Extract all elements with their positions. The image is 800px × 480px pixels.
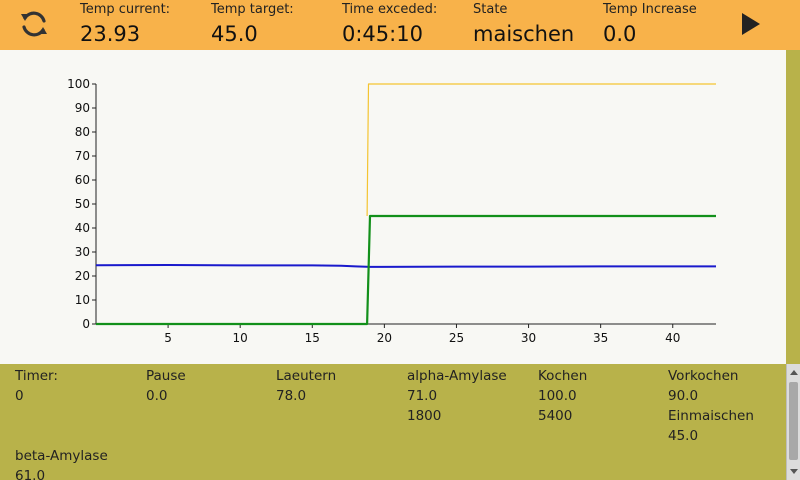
temp-current-group: Temp current: 23.93 [80, 2, 170, 49]
step-name: Laeutern [276, 368, 337, 384]
x-tick-label: 20 [377, 331, 392, 345]
step-duration: 5400 [538, 408, 573, 424]
y-tick-label: 100 [67, 77, 90, 91]
step-beta-amylase[interactable]: beta-Amylase 61.0 [15, 446, 108, 480]
step-value: 0 [15, 388, 24, 404]
x-tick-label: 10 [233, 331, 248, 345]
step-name: Timer: [15, 368, 58, 384]
temp-target-label: Temp target: [211, 2, 294, 17]
state-value: maischen [473, 22, 575, 46]
y-tick-label: 40 [75, 221, 90, 235]
step-value: 0.0 [146, 388, 168, 404]
step-value: 100.0 [538, 388, 577, 404]
step-laeutern[interactable]: Laeutern 78.0 [276, 366, 336, 406]
step-value: 78.0 [276, 388, 307, 404]
step-timer[interactable]: Timer: 0 [15, 366, 58, 406]
y-tick-label: 70 [75, 149, 90, 163]
x-tick-label: 15 [305, 331, 320, 345]
step-name: beta-Amylase [15, 448, 108, 464]
temperature-chart: 0 10 20 30 40 50 60 70 80 90 100 5 10 15 20 25 30 35 40 [0, 50, 786, 364]
step-vorkochen[interactable]: Vorkochen 90.0 [668, 366, 738, 406]
step-duration: 1800 [407, 408, 442, 424]
refresh-button[interactable] [18, 8, 50, 40]
step-value: 61.0 [15, 468, 46, 480]
x-tick-label: 25 [449, 331, 464, 345]
y-tick-label: 30 [75, 245, 90, 259]
state-group: State maischen [473, 2, 574, 49]
temp-target-value: 45.0 [211, 22, 258, 46]
y-tick-label: 80 [75, 125, 90, 139]
step-list-panel: Timer: 0 Pause 0.0 Laeutern 78.0 alpha-A… [0, 364, 786, 480]
x-tick-label: 40 [665, 331, 680, 345]
x-tick-label: 30 [521, 331, 536, 345]
y-tick-label: 90 [75, 101, 90, 115]
series-line-setpoint [366, 83, 716, 217]
time-exceeded-label: Time exceded: [342, 2, 438, 17]
step-value: 45.0 [668, 428, 699, 444]
x-tick-label: 5 [164, 331, 172, 345]
temp-target-group: Temp target: 45.0 [211, 2, 294, 49]
step-value: 71.0 [407, 388, 438, 404]
y-tick-label: 50 [75, 197, 90, 211]
y-tick-label: 60 [75, 173, 90, 187]
play-icon [742, 13, 760, 35]
time-exceeded-value: 0:45:10 [342, 22, 423, 46]
step-name: alpha-Amylase [407, 368, 507, 384]
series-line-current [95, 264, 716, 268]
refresh-icon [21, 11, 47, 37]
temp-increase-label: Temp Increase [603, 2, 697, 17]
time-exceeded-group: Time exceded: 0:45:10 [342, 2, 437, 49]
step-pause[interactable]: Pause 0.0 [146, 366, 186, 406]
vertical-scrollbar[interactable] [786, 364, 800, 480]
y-tick-label: 10 [75, 293, 90, 307]
step-name: Einmaischen [668, 408, 754, 424]
temp-increase-value: 0.0 [603, 22, 637, 46]
scroll-up-icon[interactable] [790, 370, 798, 375]
temperature-chart-svg: 0 10 20 30 40 50 60 70 80 90 100 5 10 15 20 25 30 35 40 [67, 77, 716, 345]
scroll-down-icon[interactable] [790, 469, 798, 474]
play-button[interactable] [740, 10, 764, 38]
x-tick-label: 35 [593, 331, 608, 345]
temp-increase-group: Temp Increase 0.0 [603, 2, 697, 49]
y-tick-label: 20 [75, 269, 90, 283]
series-line-target [96, 214, 716, 326]
step-einmaischen[interactable]: Einmaischen 45.0 [668, 406, 754, 446]
temp-current-value: 23.93 [80, 22, 141, 46]
status-header: Temp current: 23.93 Temp target: 45.0 Ti… [0, 0, 800, 50]
scroll-thumb[interactable] [789, 382, 798, 460]
step-name: Vorkochen [668, 368, 739, 384]
step-value: 90.0 [668, 388, 699, 404]
temp-current-label: Temp current: [80, 2, 171, 17]
step-alpha-amylase[interactable]: alpha-Amylase 71.0 1800 [407, 366, 507, 426]
state-label: State [473, 2, 508, 17]
step-name: Kochen [538, 368, 588, 384]
step-name: Pause [146, 368, 186, 384]
y-tick-label: 0 [82, 317, 90, 331]
step-kochen[interactable]: Kochen 100.0 5400 [538, 366, 587, 426]
